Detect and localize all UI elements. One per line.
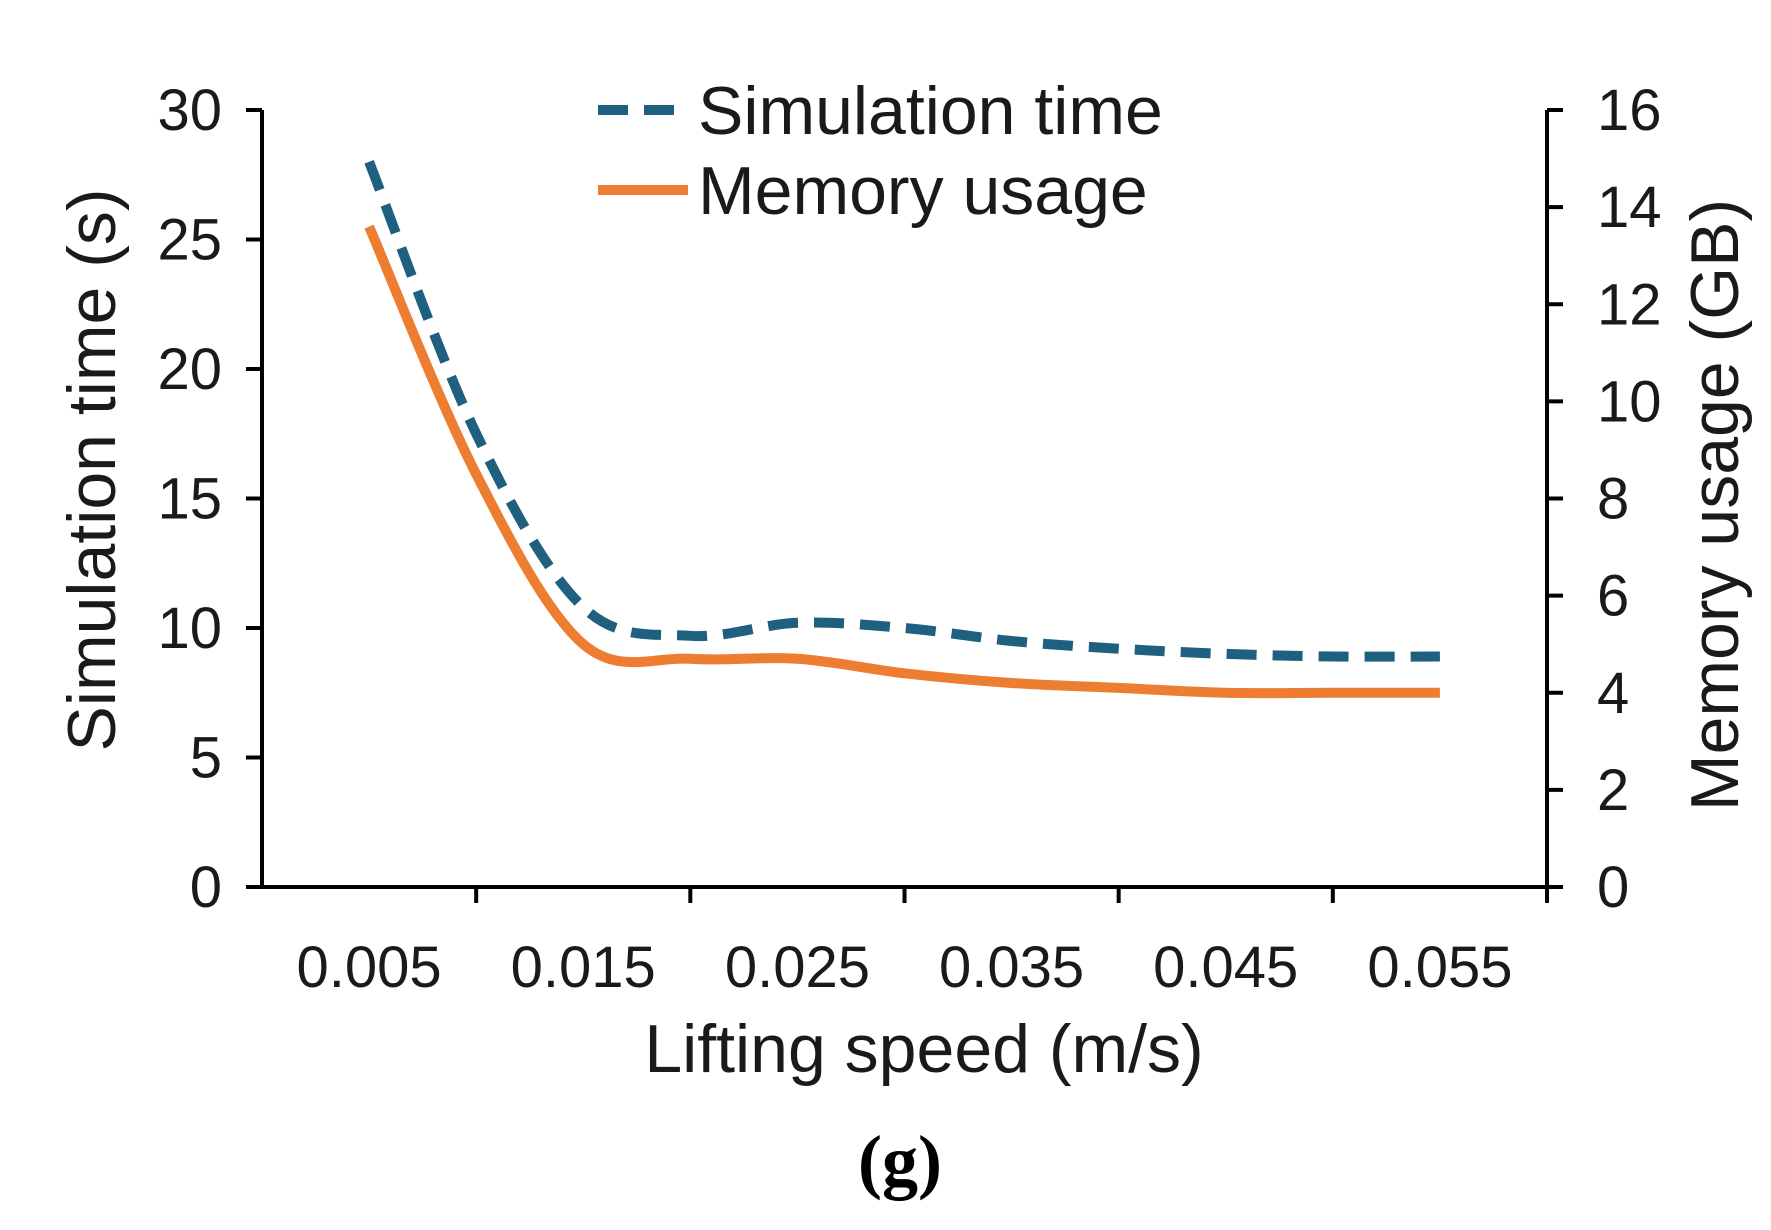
x-tick-label: 0.025 [725,935,870,1000]
right-y-tick-label: 10 [1597,369,1662,434]
legend-label-simulation-time: Simulation time [698,73,1163,149]
right-y-tick-label: 12 [1597,272,1662,337]
left-y-tick-label: 25 [157,208,222,273]
x-axis-title: Lifting speed (m/s) [644,1011,1203,1087]
right-y-tick-label: 14 [1597,175,1662,240]
right-y-tick-label: 6 [1597,564,1629,629]
left-y-tick-label: 0 [190,855,222,920]
x-tick-label: 0.045 [1153,935,1298,1000]
right-y-tick-label: 4 [1597,661,1629,726]
series-line-simulation-time [364,159,1440,662]
right-y-tick-label: 16 [1597,78,1662,143]
x-tick-label: 0.005 [297,935,442,1000]
left-y-tick-label: 30 [157,78,222,143]
x-tick-label: 0.055 [1367,935,1512,1000]
right-y-axis-title: Memory usage (GB) [1677,199,1753,811]
right-y-tick-label: 0 [1597,855,1629,920]
series-line-memory-usage [364,224,1440,699]
right-y-tick-label: 2 [1597,758,1629,823]
panel-label: (g) [858,1121,942,1201]
left-y-axis-ticks: 0 5 10 15 20 25 30 [157,78,262,920]
left-y-tick-label: 5 [190,726,222,791]
left-y-tick-label: 20 [157,337,222,402]
left-y-tick-label: 15 [157,467,222,532]
left-y-axis-title: Simulation time (s) [54,188,130,751]
x-tick-label: 0.015 [511,935,656,1000]
x-axis-ticks: 0.005 0.015 0.025 0.035 0.045 0.055 [297,887,1549,1000]
series-lines [364,159,1440,699]
left-y-tick-label: 10 [157,596,222,661]
x-tick-label: 0.035 [939,935,1084,1000]
right-y-tick-label: 8 [1597,467,1629,532]
right-y-axis-ticks: 0 2 4 6 8 10 12 14 16 [1547,78,1662,920]
legend-label-memory-usage: Memory usage [698,153,1148,229]
legend: Simulation time Memory usage [598,73,1163,229]
